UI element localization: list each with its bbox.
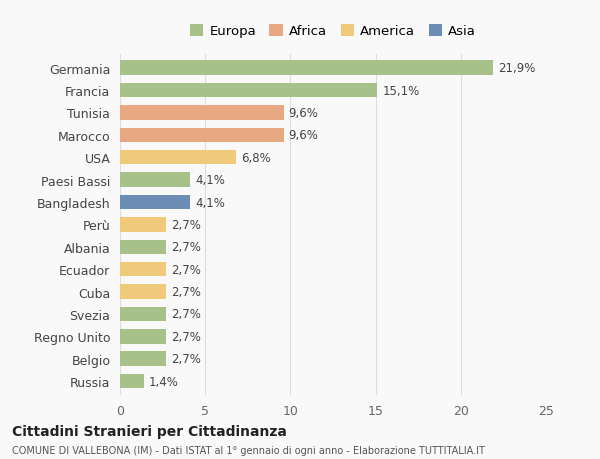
Bar [120, 218, 166, 232]
Bar [120, 352, 166, 366]
Bar [120, 285, 166, 299]
Bar [120, 374, 144, 389]
Text: 1,4%: 1,4% [149, 375, 179, 388]
Text: 15,1%: 15,1% [382, 84, 419, 97]
Text: 6,8%: 6,8% [241, 151, 271, 164]
Text: 4,1%: 4,1% [195, 174, 225, 187]
Bar [120, 307, 166, 322]
Bar [120, 263, 166, 277]
Text: Cittadini Stranieri per Cittadinanza: Cittadini Stranieri per Cittadinanza [12, 425, 287, 438]
Text: 9,6%: 9,6% [289, 106, 319, 120]
Bar [120, 240, 166, 255]
Text: 2,7%: 2,7% [171, 218, 201, 231]
Text: 2,7%: 2,7% [171, 241, 201, 254]
Text: 9,6%: 9,6% [289, 129, 319, 142]
Text: 4,1%: 4,1% [195, 196, 225, 209]
Bar [120, 173, 190, 187]
Bar [120, 195, 190, 210]
Legend: Europa, Africa, America, Asia: Europa, Africa, America, Asia [186, 21, 480, 42]
Bar [120, 330, 166, 344]
Bar [120, 106, 284, 120]
Text: 2,7%: 2,7% [171, 353, 201, 365]
Bar [120, 151, 236, 165]
Text: 21,9%: 21,9% [498, 62, 536, 75]
Bar [120, 61, 493, 76]
Bar [120, 128, 284, 143]
Bar [120, 84, 377, 98]
Text: 2,7%: 2,7% [171, 308, 201, 321]
Text: 2,7%: 2,7% [171, 285, 201, 298]
Text: 2,7%: 2,7% [171, 330, 201, 343]
Text: 2,7%: 2,7% [171, 263, 201, 276]
Text: COMUNE DI VALLEBONA (IM) - Dati ISTAT al 1° gennaio di ogni anno - Elaborazione : COMUNE DI VALLEBONA (IM) - Dati ISTAT al… [12, 445, 485, 455]
